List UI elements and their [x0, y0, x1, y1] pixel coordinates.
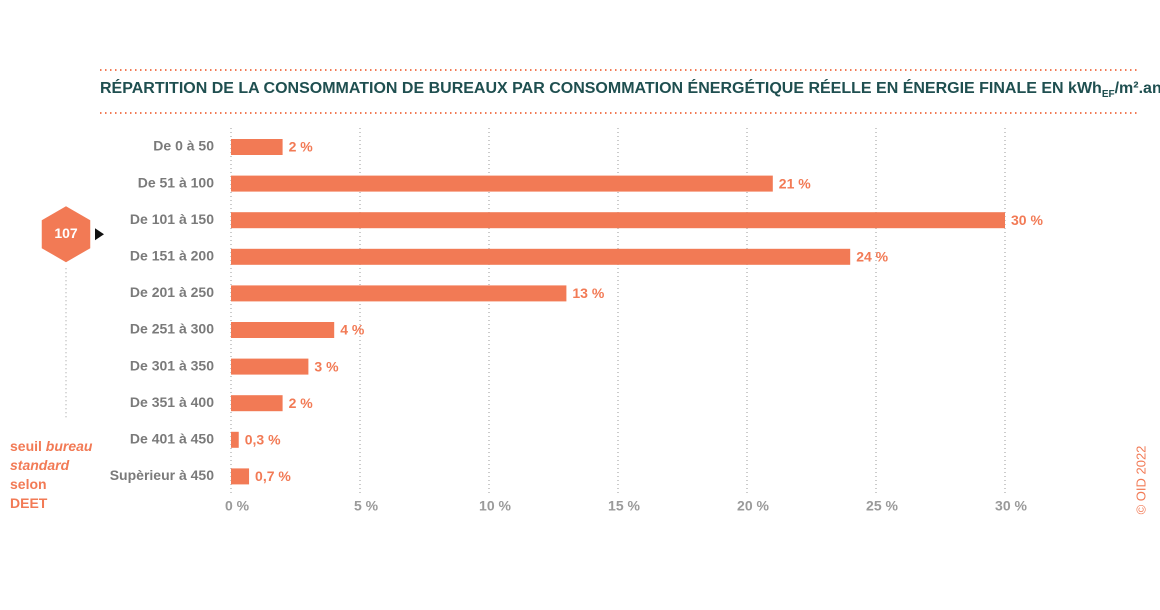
- note-line: seuil bureau: [10, 438, 93, 454]
- x-tick-label: 10 %: [479, 498, 511, 514]
- value-label: 21 %: [779, 175, 811, 191]
- x-tick-label: 30 %: [995, 498, 1027, 514]
- bar: [231, 431, 239, 448]
- bar: [231, 285, 567, 302]
- category-label: Supèrieur à 450: [110, 467, 214, 483]
- bar: [231, 395, 283, 412]
- bar: [231, 248, 851, 265]
- title-end: /m².an: [1115, 80, 1160, 97]
- category-label: De 351 à 400: [130, 394, 214, 410]
- marker-hexagon: [41, 206, 91, 263]
- marker-arrow: [95, 228, 104, 241]
- category-label: De 0 à 50: [153, 138, 214, 154]
- category-label: De 151 à 200: [130, 248, 214, 264]
- note-line: standard: [10, 457, 70, 473]
- note-part: DEET: [10, 495, 48, 511]
- credit: © OID 2022: [1133, 446, 1148, 515]
- bar: [231, 468, 250, 485]
- value-label: 3 %: [314, 358, 339, 374]
- note-part: bureau: [46, 438, 93, 454]
- category-label: De 401 à 450: [130, 431, 214, 447]
- category-label: De 251 à 300: [130, 321, 214, 337]
- x-tick-label: 15 %: [608, 498, 640, 514]
- bar: [231, 212, 1005, 229]
- chart-title: RÉPARTITION DE LA CONSOMMATION DE BUREAU…: [100, 78, 1160, 99]
- x-tick-label: 5 %: [354, 498, 379, 514]
- title-sub: EF: [1102, 89, 1115, 100]
- x-tick-label: 0 %: [225, 498, 250, 514]
- category-label: De 201 à 250: [130, 284, 214, 300]
- x-tick-label: 25 %: [866, 498, 898, 514]
- bar: [231, 322, 335, 338]
- value-label: 30 %: [1011, 212, 1043, 228]
- title: RÉPARTITION DE LA CONSOMMATION DE BUREAU…: [100, 78, 1102, 97]
- category-label: De 51 à 100: [138, 174, 214, 190]
- note-part: seuil: [10, 438, 46, 454]
- category-label: De 101 à 150: [130, 211, 214, 227]
- note-line: DEET: [10, 495, 48, 511]
- category-label: De 301 à 350: [130, 357, 214, 373]
- note-part: selon: [10, 476, 47, 492]
- bar: [231, 175, 773, 192]
- value-label: 13 %: [572, 285, 604, 301]
- x-tick-label: 20 %: [737, 498, 769, 514]
- value-label: 24 %: [856, 249, 888, 265]
- value-label: 4 %: [340, 322, 365, 338]
- bar: [231, 139, 283, 155]
- note-part: standard: [10, 457, 70, 473]
- bar: [231, 358, 309, 375]
- value-label: 0,7 %: [255, 468, 291, 484]
- value-label: 2 %: [289, 139, 314, 155]
- marker-label: 107: [54, 225, 78, 241]
- value-label: 0,3 %: [245, 432, 281, 448]
- note-line: selon: [10, 476, 47, 492]
- value-label: 2 %: [289, 395, 314, 411]
